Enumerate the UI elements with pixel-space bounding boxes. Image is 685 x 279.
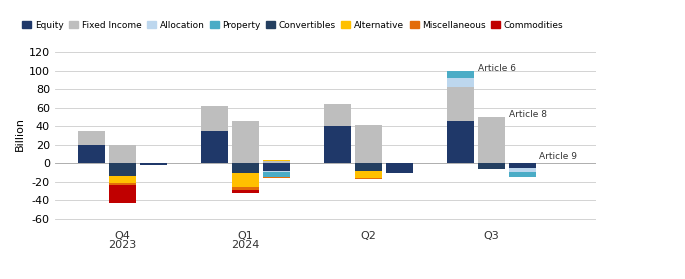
Bar (201, 106, 228, 131)
Legend: Equity, Fixed Income, Allocation, Property, Convertibles, Alternative, Miscellan: Equity, Fixed Income, Allocation, Proper… (18, 17, 567, 33)
Bar (232, 187, 259, 190)
Bar (232, 121, 259, 163)
Bar (324, 126, 351, 163)
Bar (324, 104, 351, 126)
Bar (447, 71, 474, 78)
Bar (232, 190, 259, 193)
Bar (386, 163, 412, 173)
Bar (201, 131, 228, 163)
Bar (509, 163, 536, 168)
Bar (109, 183, 136, 185)
Bar (447, 121, 474, 163)
Bar (447, 87, 474, 121)
Bar (355, 125, 382, 163)
Text: Q2: Q2 (360, 231, 376, 241)
Text: 2024: 2024 (232, 240, 260, 250)
Text: Article 9: Article 9 (539, 152, 577, 161)
Bar (109, 145, 136, 163)
Bar (140, 163, 166, 165)
Bar (232, 163, 259, 173)
Bar (109, 163, 136, 176)
Bar (262, 163, 290, 171)
Text: Q3: Q3 (484, 231, 499, 241)
Bar (355, 178, 382, 179)
Bar (262, 172, 290, 177)
Bar (262, 171, 290, 172)
Bar (509, 168, 536, 172)
Bar (355, 171, 382, 178)
Bar (509, 172, 536, 177)
Bar (232, 173, 259, 187)
Bar (109, 185, 136, 203)
Bar (447, 78, 474, 87)
Text: Article 6: Article 6 (478, 64, 516, 73)
Bar (262, 161, 290, 163)
Bar (478, 117, 505, 163)
Y-axis label: Billion: Billion (14, 117, 25, 151)
Bar (478, 163, 505, 169)
Text: 2023: 2023 (108, 240, 136, 250)
Text: Article 8: Article 8 (509, 110, 547, 119)
Text: Q4: Q4 (114, 231, 130, 241)
Bar (78, 145, 105, 163)
Bar (78, 131, 105, 145)
Bar (262, 160, 290, 161)
Text: Q1: Q1 (238, 231, 253, 241)
Bar (109, 176, 136, 183)
Bar (355, 163, 382, 171)
Bar (262, 177, 290, 178)
